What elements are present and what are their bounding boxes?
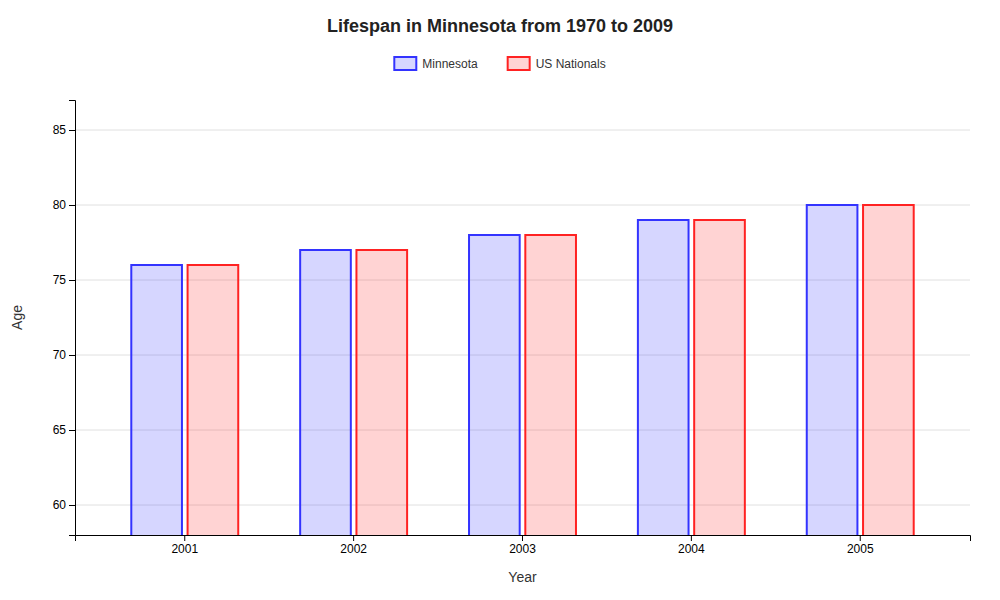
x-tick-mark bbox=[860, 535, 861, 541]
y-tick: 60 bbox=[53, 498, 75, 512]
y-tick-mark bbox=[69, 130, 75, 131]
x-tick: 2005 bbox=[847, 535, 874, 556]
legend-item: US Nationals bbox=[508, 57, 606, 71]
x-tick-label: 2005 bbox=[847, 542, 874, 556]
legend-label: Minnesota bbox=[422, 57, 478, 71]
y-tick: 85 bbox=[53, 123, 75, 137]
x-tick-mark bbox=[522, 535, 523, 541]
x-axis-line bbox=[76, 536, 971, 542]
y-tick: 65 bbox=[53, 423, 75, 437]
x-tick-label: 2001 bbox=[171, 542, 198, 556]
x-tick: 2003 bbox=[509, 535, 536, 556]
bar bbox=[694, 220, 745, 535]
y-tick-mark bbox=[69, 355, 75, 356]
x-tick-label: 2002 bbox=[340, 542, 367, 556]
grid-line bbox=[75, 130, 970, 131]
y-axis: 60 65 70 75 80 85 bbox=[53, 101, 76, 536]
bar bbox=[131, 265, 182, 535]
y-tick-label: 60 bbox=[53, 498, 67, 512]
bar bbox=[807, 205, 858, 535]
x-tick-label: 2003 bbox=[509, 542, 536, 556]
y-tick-label: 70 bbox=[53, 348, 67, 362]
y-tick-mark bbox=[69, 280, 75, 281]
x-axis: 2001 2002 2003 2004 2005 bbox=[76, 535, 971, 556]
x-tick: 2004 bbox=[678, 535, 705, 556]
legend-swatch bbox=[508, 57, 530, 70]
y-tick: 70 bbox=[53, 348, 75, 362]
bar bbox=[356, 250, 407, 535]
y-tick-label: 85 bbox=[53, 123, 67, 137]
bar bbox=[300, 250, 351, 535]
legend: Minnesota US Nationals bbox=[394, 57, 605, 71]
bar bbox=[188, 265, 239, 535]
y-tick-mark bbox=[69, 205, 75, 206]
x-tick-mark bbox=[184, 535, 185, 541]
legend-swatch bbox=[394, 57, 416, 70]
bar bbox=[469, 235, 520, 535]
x-tick: 2002 bbox=[340, 535, 367, 556]
x-tick-mark bbox=[353, 535, 354, 541]
y-tick-mark bbox=[69, 505, 75, 506]
y-axis-line bbox=[69, 101, 76, 536]
chart: 2001 2002 2003 2004 2005 60 65 70 75 80 85 Year Age L… bbox=[0, 0, 1000, 600]
y-tick: 80 bbox=[53, 198, 75, 212]
bar bbox=[863, 205, 914, 535]
y-tick-label: 75 bbox=[53, 273, 67, 287]
bar-series bbox=[188, 205, 914, 535]
legend-label: US Nationals bbox=[536, 57, 606, 71]
y-tick-label: 80 bbox=[53, 198, 67, 212]
y-axis-title: Age bbox=[9, 305, 25, 330]
bars bbox=[131, 205, 913, 535]
x-tick-mark bbox=[691, 535, 692, 541]
bar bbox=[638, 220, 689, 535]
y-tick-label: 65 bbox=[53, 423, 67, 437]
x-axis-title: Year bbox=[508, 569, 537, 585]
bar-series bbox=[131, 205, 857, 535]
y-tick: 75 bbox=[53, 273, 75, 287]
y-tick-mark bbox=[69, 430, 75, 431]
x-tick-label: 2004 bbox=[678, 542, 705, 556]
plot: 2001 2002 2003 2004 2005 60 65 70 75 80 85 bbox=[53, 101, 971, 600]
legend-item: Minnesota bbox=[394, 57, 478, 71]
bar bbox=[525, 235, 576, 535]
x-tick: 2001 bbox=[171, 535, 198, 556]
title: Lifespan in Minnesota from 1970 to 2009 bbox=[327, 16, 673, 36]
